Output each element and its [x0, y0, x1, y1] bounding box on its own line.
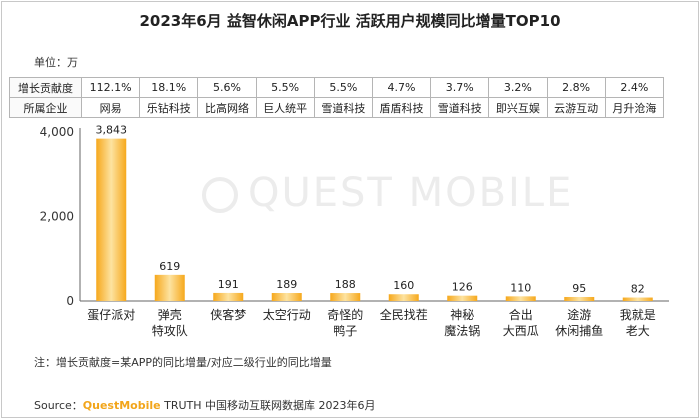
bar-value-label: 189	[276, 278, 297, 291]
bar	[213, 292, 244, 301]
company-cell: 巨人统平	[255, 97, 315, 118]
company-row-header: 所属企业	[9, 97, 82, 118]
bar-value-label: 95	[572, 282, 586, 295]
x-tick-label: 奇怪的鸭子	[327, 307, 363, 338]
source-prefix: Source：	[34, 399, 83, 412]
contribution-table: 增长贡献度 112.1% 18.1% 5.6% 5.5% 5.5% 4.7% 3.7% 3.2…	[9, 77, 665, 118]
x-tick-label: 神秘魔法锅	[444, 308, 480, 338]
x-tick-label: 途游休闲捕鱼	[555, 307, 603, 338]
bar-value-label: 126	[452, 281, 473, 294]
bar	[505, 296, 536, 301]
bar	[271, 293, 302, 301]
bar	[564, 296, 595, 301]
bar	[388, 294, 419, 301]
x-tick-label: 我就是老大	[620, 308, 656, 338]
company-cell: 即兴互娱	[488, 97, 548, 118]
x-tick-label: 合出大西瓜	[503, 307, 539, 338]
bar-value-label: 191	[218, 278, 239, 291]
y-tick-label: 4,000	[40, 125, 74, 139]
x-tick-label: 全民找茬	[380, 307, 428, 322]
company-row: 所属企业 网易 乐钻科技 比高网络 巨人统平 雪道科技 盾盾科技 雪道科技 即兴互娱 云游互动月…	[9, 97, 665, 118]
chart-title: 2023年6月 益智休闲APP行业 活跃用户规模同比增量TOP10	[139, 12, 561, 30]
company-cell: 云游互动	[546, 97, 606, 118]
bar	[447, 295, 478, 301]
x-tick-label: 蛋仔派对	[87, 308, 135, 322]
bar-value-label: 110	[510, 281, 531, 294]
bar	[154, 274, 185, 301]
bar-value-label: 619	[159, 260, 180, 273]
source-brand: QuestMobile	[82, 399, 161, 412]
bar-value-label: 82	[631, 283, 645, 296]
contribution-row: 增长贡献度 112.1% 18.1% 5.6% 5.5% 5.5% 4.7% 3.7% 3.2…	[9, 77, 665, 98]
x-tick-label: 太空行动	[263, 307, 311, 322]
bar	[96, 138, 127, 301]
source-line: Source：QuestMobile TRUTH 中国移动互联网数据库 2023…	[34, 397, 376, 413]
bar	[330, 293, 361, 301]
company-cell: 月升沧海	[604, 97, 665, 118]
x-tick-label: 侠客梦	[210, 307, 246, 322]
bar-value-label: 3,843	[96, 124, 128, 137]
bar-value-label: 188	[335, 278, 356, 291]
source-rest: TRUTH 中国移动互联网数据库 2023年6月	[160, 399, 376, 412]
contribution-cell: 3.7%	[430, 77, 490, 98]
company-cell: 雪道科技	[430, 97, 490, 118]
footnote: 注：增长贡献度=某APP的同比增量/对应二级行业的同比增量	[34, 356, 332, 369]
y-tick-label: 2,000	[40, 210, 74, 224]
bar	[622, 297, 653, 301]
contribution-cell: 18.1%	[139, 77, 199, 98]
contribution-cell: 2.4%	[604, 77, 665, 98]
company-cell: 乐钻科技	[139, 97, 199, 118]
y-tick-label: 0	[66, 294, 74, 308]
company-cell: 盾盾科技	[371, 97, 432, 118]
x-tick-label: 弹壳特攻队	[152, 308, 188, 338]
company-cell: 网易	[80, 97, 141, 118]
bar-value-label: 160	[393, 279, 414, 292]
unit-label: 单位：万	[34, 56, 78, 69]
company-cell: 雪道科技	[313, 97, 373, 118]
